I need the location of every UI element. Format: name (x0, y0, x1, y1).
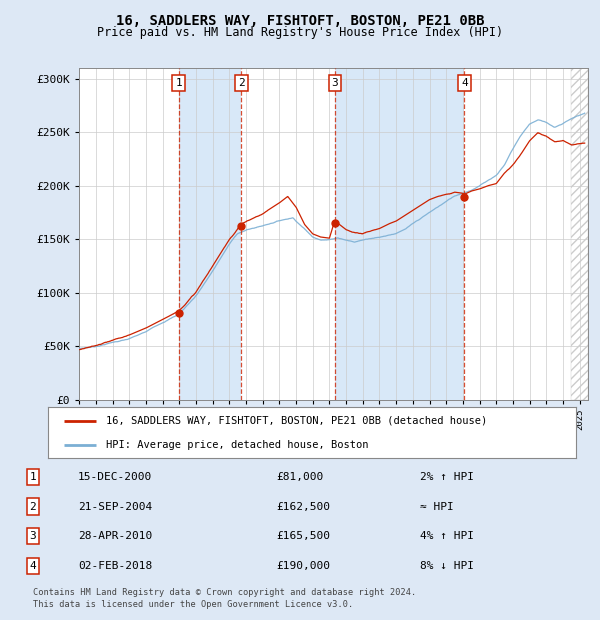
Text: £81,000: £81,000 (276, 472, 323, 482)
Text: 2: 2 (29, 502, 37, 512)
Text: 16, SADDLERS WAY, FISHTOFT, BOSTON, PE21 0BB: 16, SADDLERS WAY, FISHTOFT, BOSTON, PE21… (116, 14, 484, 28)
Text: This data is licensed under the Open Government Licence v3.0.: This data is licensed under the Open Gov… (33, 600, 353, 609)
Text: Price paid vs. HM Land Registry's House Price Index (HPI): Price paid vs. HM Land Registry's House … (97, 26, 503, 39)
Text: 3: 3 (29, 531, 37, 541)
Text: £190,000: £190,000 (276, 561, 330, 571)
Text: 2% ↑ HPI: 2% ↑ HPI (420, 472, 474, 482)
Text: 8% ↓ HPI: 8% ↓ HPI (420, 561, 474, 571)
Text: 3: 3 (331, 78, 338, 88)
Text: 16, SADDLERS WAY, FISHTOFT, BOSTON, PE21 0BB (detached house): 16, SADDLERS WAY, FISHTOFT, BOSTON, PE21… (106, 416, 487, 426)
Text: 1: 1 (175, 78, 182, 88)
Text: 21-SEP-2004: 21-SEP-2004 (78, 502, 152, 512)
Text: 4% ↑ HPI: 4% ↑ HPI (420, 531, 474, 541)
Text: £162,500: £162,500 (276, 502, 330, 512)
Text: 28-APR-2010: 28-APR-2010 (78, 531, 152, 541)
Text: 4: 4 (461, 78, 468, 88)
Text: £165,500: £165,500 (276, 531, 330, 541)
Text: 4: 4 (29, 561, 37, 571)
Text: Contains HM Land Registry data © Crown copyright and database right 2024.: Contains HM Land Registry data © Crown c… (33, 588, 416, 597)
Text: 02-FEB-2018: 02-FEB-2018 (78, 561, 152, 571)
Bar (179, 68, 241, 400)
Text: 15-DEC-2000: 15-DEC-2000 (78, 472, 152, 482)
Text: ≈ HPI: ≈ HPI (420, 502, 454, 512)
Bar (335, 68, 464, 400)
Text: 1: 1 (29, 472, 37, 482)
Text: 2: 2 (238, 78, 245, 88)
Text: HPI: Average price, detached house, Boston: HPI: Average price, detached house, Bost… (106, 440, 368, 450)
Bar (571, 68, 588, 400)
